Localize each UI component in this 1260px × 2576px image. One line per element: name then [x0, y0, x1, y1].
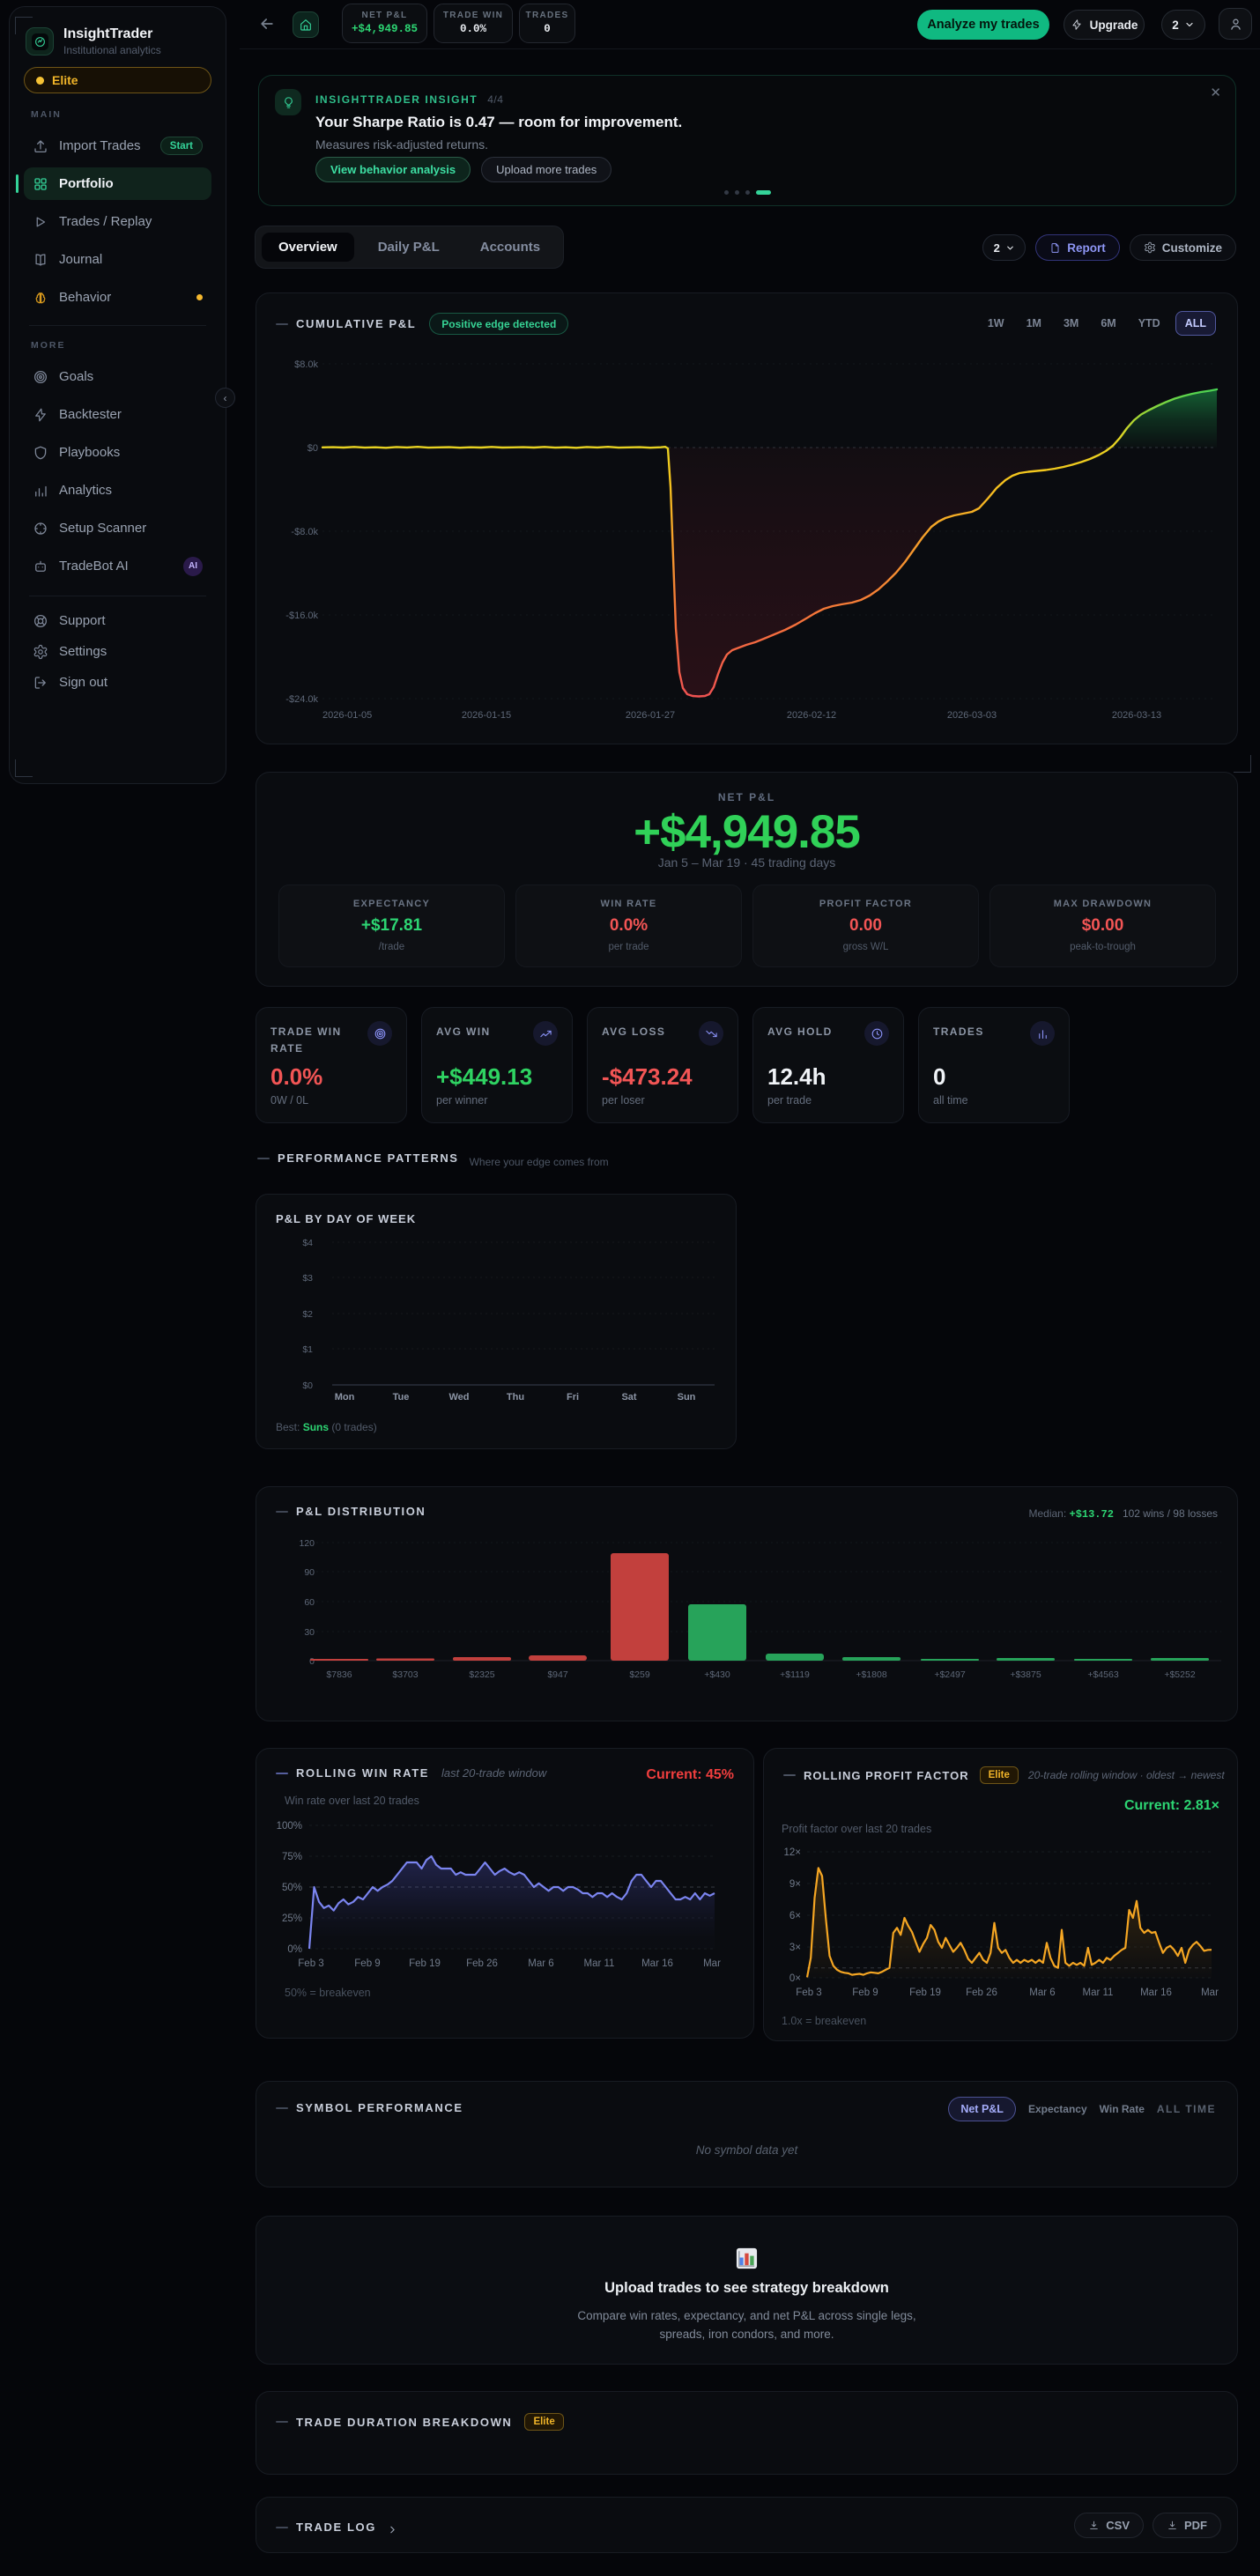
svg-text:Thu: Thu [507, 1392, 524, 1403]
svg-text:Mar 6: Mar 6 [1029, 1988, 1055, 1998]
svg-text:2026-01-27: 2026-01-27 [626, 710, 675, 721]
svg-text:30: 30 [304, 1627, 315, 1638]
svg-text:Feb 3: Feb 3 [298, 1958, 323, 1969]
svg-text:90: 90 [304, 1567, 315, 1578]
svg-text:Mar 16: Mar 16 [1140, 1988, 1172, 1998]
svg-text:100%: 100% [277, 1821, 302, 1832]
svg-text:$3703: $3703 [392, 1669, 418, 1680]
svg-text:3×: 3× [789, 1943, 801, 1953]
svg-text:2026-01-15: 2026-01-15 [462, 710, 511, 721]
svg-text:$2: $2 [302, 1309, 313, 1320]
svg-text:$947: $947 [547, 1669, 568, 1680]
svg-text:$259: $259 [629, 1669, 650, 1680]
svg-text:+$2497: +$2497 [934, 1669, 965, 1680]
svg-text:Wed: Wed [448, 1392, 469, 1403]
svg-text:0%: 0% [287, 1944, 302, 1955]
svg-text:9×: 9× [789, 1879, 801, 1890]
svg-text:-$8.0k: -$8.0k [291, 527, 318, 537]
svg-text:12×: 12× [783, 1847, 801, 1858]
svg-text:Win rate over last 20 trades: Win rate over last 20 trades [285, 1795, 419, 1807]
svg-text:+$430: +$430 [704, 1669, 730, 1680]
svg-text:Feb 3: Feb 3 [796, 1988, 821, 1998]
svg-text:$0: $0 [308, 443, 318, 454]
svg-text:$1: $1 [302, 1344, 313, 1355]
svg-text:Feb 19: Feb 19 [409, 1958, 441, 1969]
svg-text:Mar: Mar [1201, 1988, 1219, 1998]
svg-text:$2325: $2325 [469, 1669, 494, 1680]
svg-text:Feb 9: Feb 9 [354, 1958, 380, 1969]
svg-text:$7836: $7836 [326, 1669, 352, 1680]
svg-text:Tue: Tue [393, 1392, 410, 1403]
svg-text:Feb 26: Feb 26 [966, 1988, 997, 1998]
svg-text:50% = breakeven: 50% = breakeven [285, 1987, 371, 1999]
svg-text:Mar 16: Mar 16 [641, 1958, 673, 1969]
svg-text:$8.0k: $8.0k [294, 359, 318, 370]
svg-text:+$5252: +$5252 [1164, 1669, 1195, 1680]
svg-text:+$3875: +$3875 [1010, 1669, 1041, 1680]
svg-text:$0: $0 [302, 1381, 313, 1391]
svg-text:Mar 11: Mar 11 [1083, 1988, 1114, 1998]
svg-text:Feb 26: Feb 26 [466, 1958, 498, 1969]
svg-text:Mar 11: Mar 11 [584, 1958, 615, 1969]
svg-text:25%: 25% [282, 1913, 302, 1924]
svg-text:Mar 6: Mar 6 [528, 1958, 553, 1969]
svg-text:-$24.0k: -$24.0k [285, 694, 318, 705]
svg-text:6×: 6× [789, 1911, 801, 1921]
svg-text:Sun: Sun [678, 1392, 696, 1403]
svg-text:60: 60 [304, 1597, 315, 1608]
svg-text:$3: $3 [302, 1273, 313, 1284]
svg-text:$4: $4 [302, 1238, 313, 1248]
svg-text:+$1119: +$1119 [780, 1669, 810, 1680]
svg-text:+$4563: +$4563 [1087, 1669, 1118, 1680]
svg-text:Mar: Mar [703, 1958, 721, 1969]
svg-text:2026-03-03: 2026-03-03 [947, 710, 997, 721]
svg-text:Feb 9: Feb 9 [852, 1988, 878, 1998]
svg-text:2026-02-12: 2026-02-12 [787, 710, 836, 721]
svg-text:Fri: Fri [567, 1392, 579, 1403]
svg-text:0×: 0× [789, 1973, 801, 1984]
svg-text:120: 120 [299, 1538, 315, 1549]
svg-text:2026-01-05: 2026-01-05 [322, 710, 372, 721]
svg-text:Best: Suns (0 trades): Best: Suns (0 trades) [276, 1421, 377, 1433]
svg-text:Profit factor over last 20 tra: Profit factor over last 20 trades [782, 1823, 931, 1835]
svg-text:Sat: Sat [621, 1392, 636, 1403]
svg-text:1.0x = breakeven: 1.0x = breakeven [782, 2015, 866, 2027]
svg-text:Feb 19: Feb 19 [909, 1988, 941, 1998]
svg-text:50%: 50% [282, 1883, 302, 1893]
svg-text:+$1808: +$1808 [856, 1669, 886, 1680]
svg-text:0: 0 [309, 1656, 315, 1667]
svg-text:2026-03-13: 2026-03-13 [1112, 710, 1161, 721]
svg-text:75%: 75% [282, 1852, 302, 1862]
svg-text:-$16.0k: -$16.0k [285, 611, 318, 621]
svg-text:Mon: Mon [335, 1392, 355, 1403]
